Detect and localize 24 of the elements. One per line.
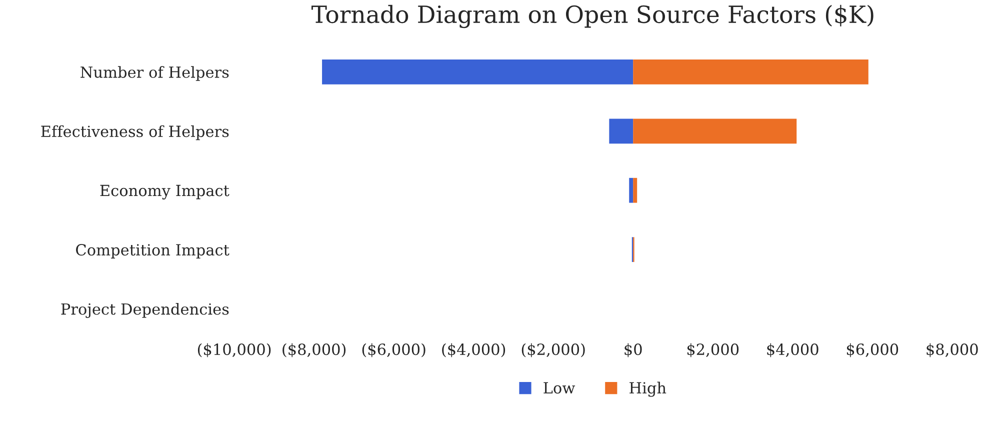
bar <box>633 59 868 84</box>
bar <box>629 178 634 203</box>
x-tick-label: $8,000 <box>926 343 978 358</box>
y-tick-label: Competition Impact <box>76 244 230 259</box>
x-tick-label: ($6,000) <box>362 343 426 358</box>
y-tick-label: Number of Helpers <box>80 66 229 81</box>
y-tick-label: Effectiveness of Helpers <box>41 125 229 140</box>
chart-title: Tornado Diagram on Open Source Factors ($K) <box>311 4 874 28</box>
x-tick-label: $4,000 <box>767 343 818 358</box>
y-tick-label: Economy Impact <box>100 184 230 200</box>
x-tick-label: ($8,000) <box>282 343 346 358</box>
x-tick-label: ($10,000) <box>198 343 271 358</box>
x-tick-label: $2,000 <box>687 343 739 358</box>
x-tick-label: ($4,000) <box>442 343 506 358</box>
bar <box>609 118 634 144</box>
x-tick-label: $0 <box>624 343 642 358</box>
legend-label: Low <box>544 382 576 394</box>
x-tick-label: $6,000 <box>846 343 898 358</box>
bar <box>633 178 638 203</box>
bar <box>322 59 634 84</box>
y-tick-label: Project Dependencies <box>61 302 229 318</box>
x-tick-label: ($2,000) <box>522 343 585 358</box>
bar <box>633 118 797 144</box>
legend-label: High <box>630 382 666 397</box>
